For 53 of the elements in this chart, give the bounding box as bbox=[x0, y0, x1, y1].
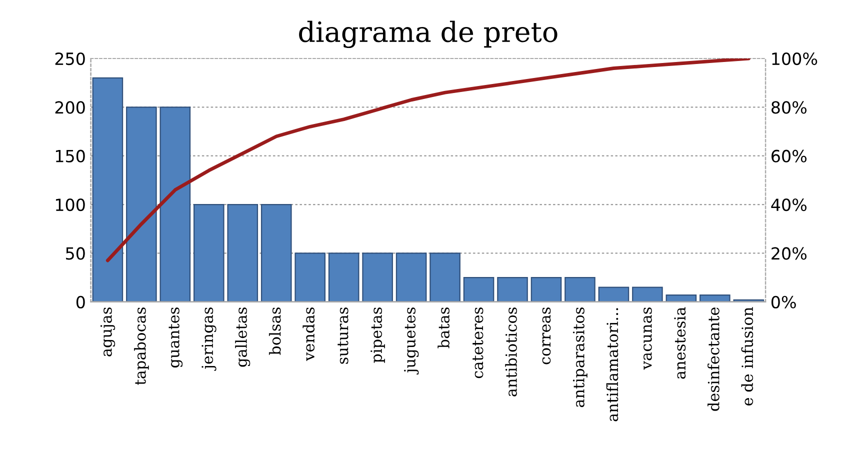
x-tick-label: pipetas bbox=[370, 308, 385, 363]
bar bbox=[92, 77, 124, 302]
x-tick-label: suturas bbox=[338, 308, 348, 364]
bar bbox=[260, 204, 292, 302]
x-tick-label: antiflamatori... bbox=[606, 308, 618, 422]
y-tick-label: 250 bbox=[55, 52, 85, 66]
y-tick-label: 200 bbox=[55, 101, 85, 114]
y2-tick-label: 20% bbox=[772, 247, 807, 260]
y2-tick-label: 80% bbox=[772, 101, 807, 114]
bar bbox=[666, 294, 697, 302]
bar bbox=[160, 106, 191, 302]
x-tick-label: e de infusion bbox=[741, 307, 754, 406]
y2-tick-label: 60% bbox=[772, 150, 807, 162]
x-tick-label: cateteres bbox=[472, 308, 484, 378]
x-tick-label: anestesia bbox=[674, 307, 686, 379]
y2-tick-label: 0% bbox=[771, 296, 796, 308]
bar bbox=[294, 252, 326, 302]
x-tick-label: correas bbox=[542, 308, 551, 364]
y-tick-label: 100 bbox=[56, 198, 85, 212]
bar bbox=[463, 276, 494, 302]
bar bbox=[328, 252, 360, 302]
y-tick-label: 50 bbox=[66, 247, 85, 260]
x-tick-label: vendas bbox=[302, 308, 315, 362]
y-tick-label: 150 bbox=[56, 150, 85, 162]
bar bbox=[497, 276, 528, 302]
bar bbox=[126, 106, 157, 302]
x-tick-label: tapabocas bbox=[134, 308, 149, 385]
bar bbox=[564, 276, 596, 302]
x-tick-label: desinfectante bbox=[708, 307, 720, 411]
x-tick-label: antibioticos bbox=[505, 308, 517, 396]
y-tick-label: 0 bbox=[76, 296, 85, 308]
x-tick-label: guantes bbox=[168, 308, 183, 368]
bar bbox=[598, 286, 630, 302]
x-tick-label: jeringas bbox=[202, 308, 216, 371]
bar bbox=[227, 204, 258, 302]
bar bbox=[362, 252, 393, 302]
x-tick-label: galletas bbox=[235, 308, 250, 367]
y2-tick-label: 100% bbox=[772, 52, 818, 66]
y2-tick-label: 40% bbox=[771, 198, 807, 212]
bar bbox=[530, 276, 562, 302]
x-tick-label: antiparasitos bbox=[572, 308, 588, 408]
bar bbox=[632, 286, 663, 302]
chart-title: diagrama de preto bbox=[299, 20, 558, 48]
x-tick-label: bolsas bbox=[268, 308, 281, 355]
x-tick-label: vacunas bbox=[644, 308, 652, 370]
bar bbox=[194, 204, 224, 302]
x-tick-label: agujas bbox=[100, 308, 116, 356]
x-tick-label: juguetes bbox=[404, 308, 419, 374]
x-tick-label: batas bbox=[438, 308, 450, 348]
bar bbox=[430, 252, 460, 302]
bar bbox=[396, 252, 427, 302]
line-series bbox=[106, 58, 750, 262]
bar bbox=[700, 294, 730, 302]
